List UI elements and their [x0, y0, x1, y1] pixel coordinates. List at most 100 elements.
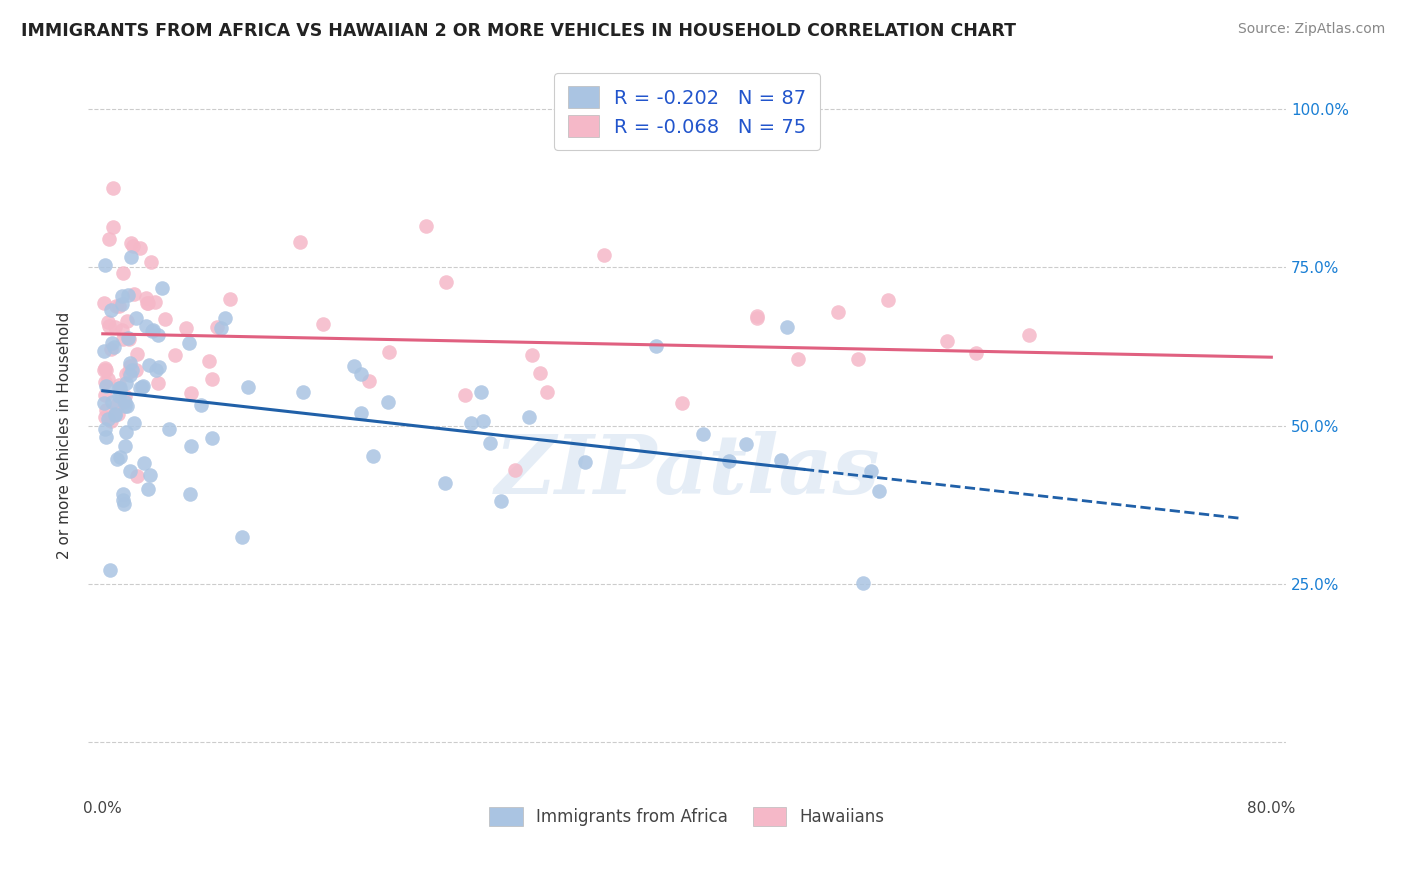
Point: [350, 368, 373, 382]
Point: [93, 396, 115, 410]
Point: [114, 368, 136, 382]
Point: [134, 456, 156, 470]
Point: [180, 386, 202, 401]
Point: [141, 324, 163, 338]
Point: [120, 235, 142, 250]
Point: [134, 291, 156, 305]
Point: [846, 351, 869, 366]
Point: [98, 318, 121, 333]
Point: [111, 266, 134, 280]
Point: [717, 454, 740, 468]
Point: [104, 320, 127, 334]
Point: [197, 353, 219, 368]
Point: [201, 372, 224, 386]
Y-axis label: 2 or more Vehicles in Household: 2 or more Vehicles in Household: [58, 311, 72, 558]
Point: [936, 334, 959, 349]
Point: [117, 332, 139, 346]
Point: [876, 293, 898, 307]
Point: [105, 299, 128, 313]
Point: [111, 297, 134, 311]
Point: [112, 332, 135, 346]
Point: [114, 389, 136, 403]
Point: [125, 469, 148, 483]
Point: [745, 311, 768, 326]
Point: [852, 576, 875, 591]
Point: [118, 464, 141, 478]
Point: [117, 365, 139, 379]
Point: [118, 356, 141, 370]
Point: [97, 412, 120, 426]
Point: [150, 281, 173, 295]
Point: [645, 339, 668, 353]
Point: [770, 453, 793, 467]
Point: [503, 463, 526, 477]
Point: [209, 321, 232, 335]
Point: [101, 394, 124, 409]
Point: [105, 451, 128, 466]
Point: [860, 464, 883, 478]
Point: [142, 323, 165, 337]
Point: [114, 395, 136, 409]
Point: [378, 345, 401, 359]
Point: [157, 422, 180, 436]
Point: [470, 385, 492, 400]
Point: [112, 497, 135, 511]
Point: [96, 363, 118, 377]
Point: [350, 406, 373, 420]
Point: [489, 494, 512, 508]
Point: [190, 399, 212, 413]
Point: [103, 409, 125, 423]
Point: [107, 377, 129, 392]
Point: [671, 395, 693, 409]
Point: [100, 302, 122, 317]
Point: [135, 318, 157, 333]
Point: [117, 288, 139, 302]
Point: [148, 376, 170, 390]
Point: [138, 467, 160, 482]
Point: [97, 372, 120, 386]
Point: [104, 407, 127, 421]
Point: [775, 319, 797, 334]
Point: [94, 409, 117, 424]
Point: [94, 360, 117, 375]
Point: [100, 414, 122, 428]
Point: [107, 381, 129, 395]
Point: [100, 335, 122, 350]
Point: [114, 439, 136, 453]
Point: [108, 384, 131, 398]
Point: [231, 530, 253, 544]
Point: [117, 399, 139, 413]
Point: [163, 348, 186, 362]
Point: [471, 414, 494, 428]
Point: [236, 380, 259, 394]
Text: ZIPatlas: ZIPatlas: [495, 431, 880, 511]
Point: [94, 259, 117, 273]
Point: [121, 363, 143, 377]
Point: [1018, 327, 1040, 342]
Point: [93, 388, 115, 402]
Point: [122, 416, 145, 430]
Point: [136, 483, 159, 497]
Point: [112, 487, 135, 501]
Point: [93, 296, 115, 310]
Point: [453, 387, 475, 401]
Point: [148, 359, 170, 374]
Point: [96, 403, 118, 417]
Point: [478, 435, 501, 450]
Point: [536, 385, 558, 400]
Point: [179, 487, 201, 501]
Point: [180, 439, 202, 453]
Point: [105, 397, 128, 411]
Point: [101, 181, 124, 195]
Point: [108, 389, 131, 403]
Point: [100, 343, 122, 357]
Point: [94, 422, 117, 436]
Point: [139, 255, 162, 269]
Point: [111, 323, 134, 337]
Point: [110, 450, 132, 464]
Point: [93, 344, 115, 359]
Point: [96, 430, 118, 444]
Point: [179, 336, 201, 351]
Point: [108, 381, 131, 395]
Point: [125, 310, 148, 325]
